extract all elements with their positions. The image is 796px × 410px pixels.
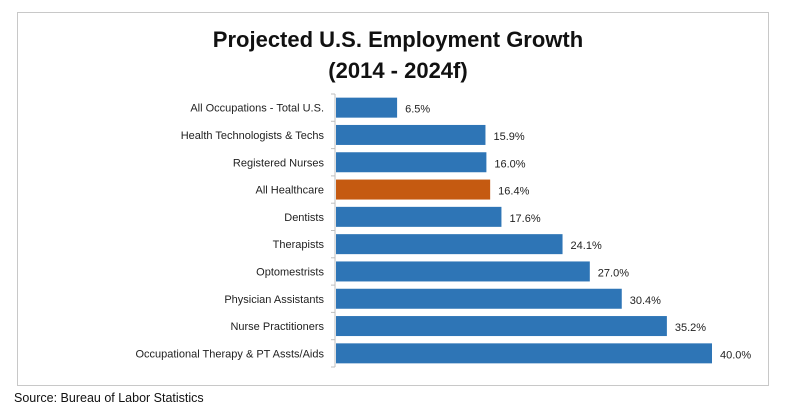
chart-frame [17,12,769,386]
data-label: 16.4% [498,186,529,198]
category-label: Dentists [284,212,324,224]
data-label: 6.5% [405,104,430,116]
data-label: 24.1% [571,240,602,252]
data-label: 40.0% [720,349,751,361]
category-label: Occupational Therapy & PT Assts/Aids [135,348,324,360]
data-label: 17.6% [509,213,540,225]
category-label: All Healthcare [256,185,324,197]
category-label: All Occupations - Total U.S. [190,103,324,115]
chart-title: Projected U.S. Employment Growth (2014 -… [0,24,796,86]
category-label: Nurse Practitioners [230,321,324,333]
data-label: 30.4% [630,295,661,307]
category-label: Registered Nurses [233,157,325,169]
data-label: 16.0% [494,158,525,170]
category-label: Health Technologists & Techs [181,130,325,142]
bar [336,316,667,337]
bar [336,234,563,255]
bar [336,261,590,282]
bar [336,152,487,173]
bar [336,343,712,364]
bar [336,179,491,200]
category-label: Optomestrists [256,266,324,278]
chart-title-line: Projected U.S. Employment Growth [212,27,584,52]
bar [336,97,398,118]
data-label: 15.9% [493,131,524,143]
data-label: 35.2% [675,322,706,334]
source-note: Source: Bureau of Labor Statistics [14,391,204,405]
bar [336,124,486,145]
category-label: Therapists [273,239,325,251]
bar [336,206,502,227]
data-label: 27.0% [598,267,629,279]
category-label: Physician Assistants [224,294,324,306]
chart-subtitle: (2014 - 2024f) [328,58,468,83]
bar [336,288,622,309]
